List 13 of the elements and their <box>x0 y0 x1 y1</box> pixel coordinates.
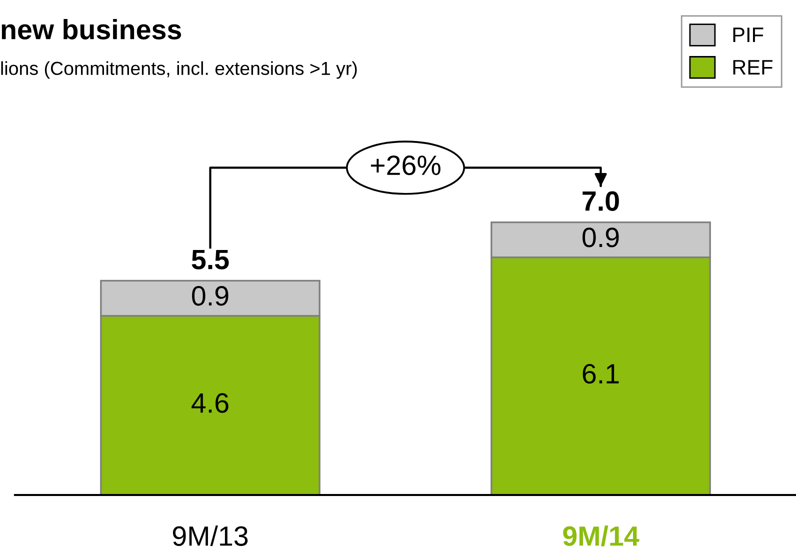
data-label: 6.1 <box>582 364 619 384</box>
legend-label: PIF <box>733 28 764 42</box>
data-label: 4.6 <box>192 393 228 413</box>
total-label: 7.0 <box>582 191 619 211</box>
chart-subtitle: lions (Commitments, incl. extensions >1 yr) <box>1 61 357 79</box>
text: +26% <box>370 156 440 176</box>
data-label: 0.9 <box>192 286 228 306</box>
data-label: 0.9 <box>582 228 619 248</box>
total-label: 5.5 <box>192 250 229 270</box>
chart-title: new business <box>2 19 182 40</box>
legend-label: REF <box>733 60 772 74</box>
x-tick-label: 9M/13 <box>172 526 248 546</box>
x-tick-label: 9M/14 <box>563 526 640 546</box>
